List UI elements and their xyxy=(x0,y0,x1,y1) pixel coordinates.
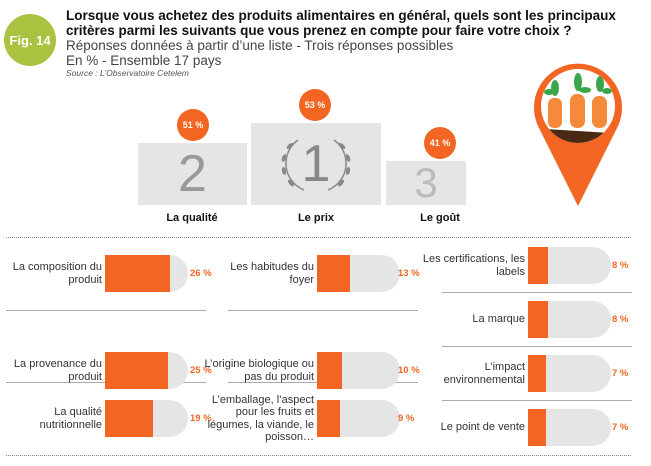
bar-value: 8 % xyxy=(612,260,629,271)
bar-track xyxy=(528,409,611,446)
bar-track xyxy=(317,400,400,437)
bar-track xyxy=(528,247,611,284)
figure-header: Lorsque vous achetez des produits alimen… xyxy=(66,8,626,78)
podium-label: Le goût xyxy=(420,212,460,224)
bar-label: Les habitudes du foyer xyxy=(230,261,314,286)
subtitle: Réponses données à partir d’une liste - … xyxy=(66,38,454,53)
row-divider xyxy=(228,310,418,311)
value-bubble: 51 % xyxy=(177,109,209,141)
bar-fill xyxy=(105,352,168,389)
bar-track xyxy=(105,352,188,389)
bar-label: Le point de vente xyxy=(440,421,525,433)
bar-label: L’impact environnemental xyxy=(443,361,525,386)
bar-value: 8 % xyxy=(612,314,629,325)
bar-label: L’origine biologique ou pas du produit xyxy=(204,358,314,383)
separator xyxy=(6,455,631,456)
bar-value: 9 % xyxy=(398,413,415,424)
bar-fill xyxy=(317,400,340,437)
separator xyxy=(6,237,631,238)
bar-label: La composition du produit xyxy=(12,261,102,286)
bar-label: La qualité nutritionnelle xyxy=(39,406,102,431)
bar-fill xyxy=(317,352,342,389)
bar-fill xyxy=(528,409,546,446)
bar-label: La marque xyxy=(472,313,525,325)
podium-block-2: 2 xyxy=(138,143,247,205)
figure-title: Lorsque vous achetez des produits alimen… xyxy=(66,8,616,38)
bar-track xyxy=(528,301,611,338)
bar-value: 25 % xyxy=(190,365,212,376)
figure-badge: Fig. 14 xyxy=(4,14,56,66)
rank-number: 1 xyxy=(301,135,331,193)
carrot-pin-icon xyxy=(534,63,622,206)
bar-track xyxy=(317,255,400,292)
bar-value: 7 % xyxy=(612,368,629,379)
bar-value: 10 % xyxy=(398,365,420,376)
bar-fill xyxy=(105,255,170,292)
podium-label: Le prix xyxy=(297,212,335,224)
podium-block-3: 3 xyxy=(386,159,466,206)
value-bubble: 53 % xyxy=(299,89,331,121)
bar-value: 26 % xyxy=(190,268,212,279)
row-divider xyxy=(442,346,632,347)
bar-track xyxy=(317,352,400,389)
bar-value: 13 % xyxy=(398,268,420,279)
rank-number: 2 xyxy=(178,145,207,203)
bar-fill xyxy=(528,247,548,284)
rank-number: 3 xyxy=(414,159,438,206)
bar-label: La provenance du produit xyxy=(13,358,102,383)
subtitle-unit: En % - Ensemble 17 pays xyxy=(66,53,222,68)
row-divider xyxy=(442,292,632,293)
bar-value: 7 % xyxy=(612,422,629,433)
row-divider xyxy=(6,310,206,311)
row-divider xyxy=(442,400,632,401)
bar-label: Les certifications, les labels xyxy=(422,253,525,278)
bar-track xyxy=(105,400,188,437)
bar-fill xyxy=(528,355,546,392)
bar-track xyxy=(105,255,188,292)
podium-label: La qualité xyxy=(166,212,218,224)
bar-fill xyxy=(317,255,350,292)
value-bubble: 41 % xyxy=(424,127,456,159)
source: Source : L’Observatoire Cetelem xyxy=(66,68,189,78)
bar-track xyxy=(528,355,611,392)
laurel-icon xyxy=(281,139,351,191)
bar-fill xyxy=(528,301,548,338)
bar-value: 19 % xyxy=(190,413,212,424)
bar-fill xyxy=(105,400,153,437)
podium-block-1: 1 xyxy=(251,123,381,205)
bar-label: L’emballage, l’aspect pour les fruits et… xyxy=(207,393,314,444)
